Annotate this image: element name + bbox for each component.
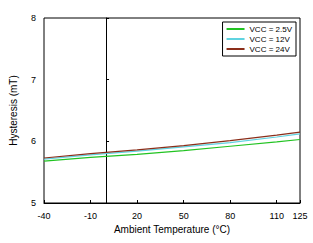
svg-text:5: 5 <box>31 198 36 208</box>
svg-text:7: 7 <box>31 75 36 85</box>
svg-text:VCC = 24V: VCC = 24V <box>250 45 291 54</box>
svg-text:Hysteresis (mT): Hysteresis (mT) <box>8 75 19 146</box>
svg-text:Ambient Temperature (°C): Ambient Temperature (°C) <box>114 224 230 235</box>
svg-text:80: 80 <box>225 211 235 221</box>
svg-text:VCC = 12V: VCC = 12V <box>250 35 291 44</box>
svg-text:6: 6 <box>31 136 36 146</box>
svg-text:20: 20 <box>132 211 142 221</box>
svg-text:-40: -40 <box>37 211 50 221</box>
svg-text:-10: -10 <box>84 211 97 221</box>
svg-text:VCC = 2.5V: VCC = 2.5V <box>250 25 293 34</box>
svg-text:110: 110 <box>270 211 284 221</box>
svg-text:8: 8 <box>31 13 36 23</box>
svg-text:50: 50 <box>179 211 189 221</box>
svg-text:125: 125 <box>292 211 307 221</box>
